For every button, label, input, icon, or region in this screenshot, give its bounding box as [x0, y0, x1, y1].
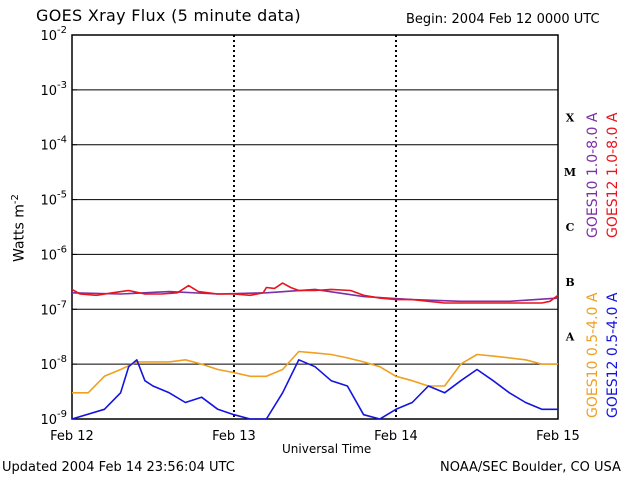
legend-goes12-long: GOES12 1.0-8.0 A — [605, 112, 621, 238]
y-tick-label: 10-6 — [40, 244, 67, 263]
legend-goes12-short: GOES12 0.5-4.0 A — [605, 292, 621, 418]
updated-timestamp: Updated 2004 Feb 14 23:56:04 UTC — [2, 460, 235, 475]
flare-class-label: X — [566, 111, 575, 124]
begin-time: Begin: 2004 Feb 12 0000 UTC — [406, 12, 600, 27]
x-tick-label: Feb 15 — [536, 429, 580, 444]
x-axis-label: Universal Time — [282, 442, 372, 456]
series-line-2 — [72, 350, 558, 394]
series-line-0 — [71, 288, 559, 303]
series-line-1 — [71, 282, 559, 304]
x-tick-label: Feb 14 — [374, 429, 418, 444]
flare-class-label: M — [564, 166, 576, 179]
series-line-3 — [71, 358, 558, 420]
y-tick-label: 10-4 — [40, 135, 67, 154]
y-tick-label: 10-5 — [40, 190, 67, 209]
plot-frame — [71, 34, 559, 420]
flare-class-label: B — [565, 276, 574, 289]
flare-class-label: A — [565, 331, 575, 344]
y-tick-label: 10-8 — [40, 354, 67, 373]
legend-goes10-short: GOES10 0.5-4.0 A — [585, 292, 601, 418]
y-tick-label: 10-3 — [40, 80, 67, 99]
y-tick-label: 10-7 — [40, 299, 67, 318]
x-tick-label: Feb 13 — [212, 429, 256, 444]
y-axis-label: Watts m-2 — [10, 194, 28, 262]
flare-class-label: C — [566, 221, 575, 234]
legend-goes10-long: GOES10 1.0-8.0 A — [585, 112, 601, 238]
y-tick-label: 10-2 — [40, 25, 67, 44]
credit-label: NOAA/SEC Boulder, CO USA — [440, 460, 621, 475]
y-tick-label: 10-9 — [40, 409, 67, 428]
x-tick-label: Feb 12 — [50, 429, 94, 444]
chart-title: GOES Xray Flux (5 minute data) — [36, 6, 301, 25]
